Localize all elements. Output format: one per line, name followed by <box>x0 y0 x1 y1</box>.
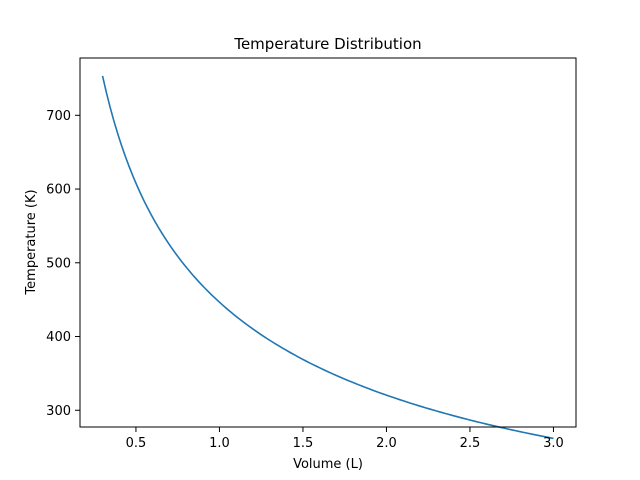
x-tick-label: 3.0 <box>543 436 564 451</box>
x-tick-label: 1.0 <box>209 436 230 451</box>
y-tick-label: 500 <box>46 256 71 271</box>
series-layer <box>101 75 554 440</box>
axes-frame <box>79 57 577 428</box>
y-tick-label: 300 <box>46 404 71 419</box>
x-tick-label: 1.5 <box>293 436 314 451</box>
x-tick-label: 2.5 <box>460 436 481 451</box>
x-tick-label: 2.0 <box>376 436 397 451</box>
x-axis-ticks: 0.5 1.0 1.5 2.0 2.5 3.0 <box>126 427 564 451</box>
y-axis-ticks: 300 400 500 600 700 <box>46 109 80 419</box>
chart-title: Temperature Distribution <box>233 35 421 53</box>
y-tick-label: 400 <box>46 330 71 345</box>
y-tick-label: 600 <box>46 183 71 198</box>
series-line-0 <box>101 75 554 440</box>
x-axis-label: Volume (L) <box>293 457 363 472</box>
y-tick-label: 700 <box>46 109 71 124</box>
x-tick-label: 0.5 <box>126 436 147 451</box>
plot-area <box>79 57 577 440</box>
y-axis-label: Temperature (K) <box>24 189 39 295</box>
